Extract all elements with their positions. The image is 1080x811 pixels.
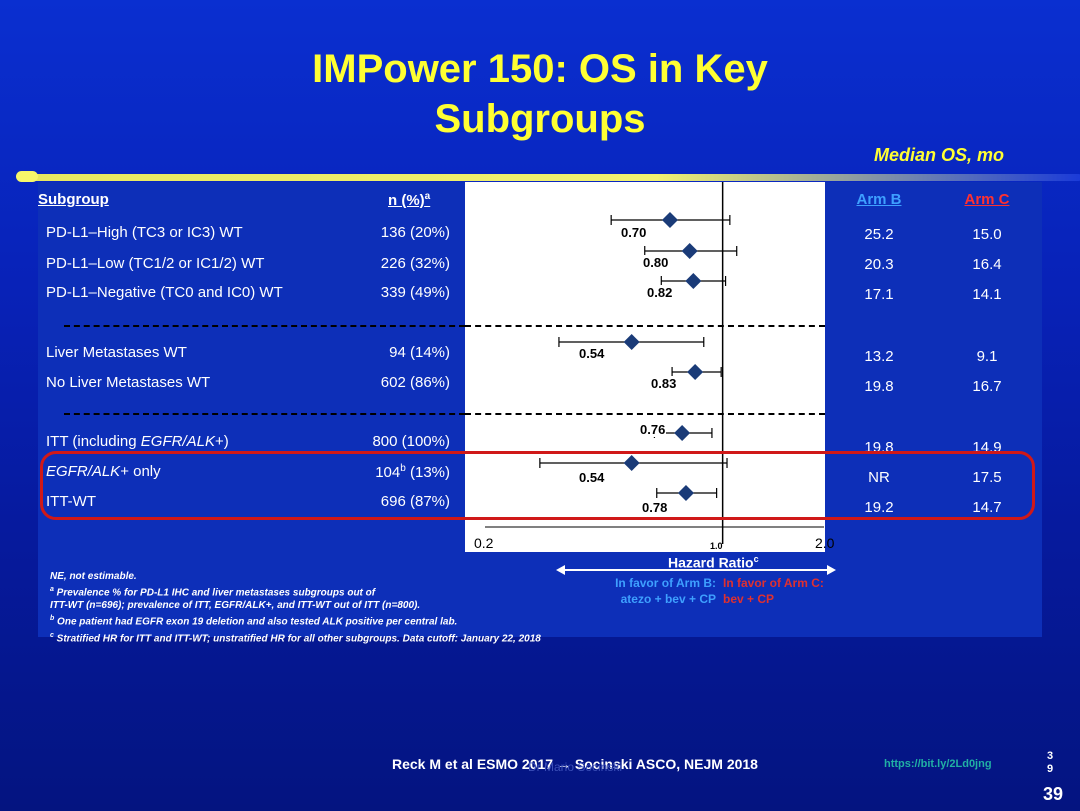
page-number-small: 3 9	[1047, 750, 1054, 775]
title-line-2: Subgroups	[434, 97, 646, 141]
hr-label-egfr-alk: 0.54	[578, 470, 606, 485]
separator-left-2	[64, 413, 465, 415]
row-n-pdl1-low: 226 (32%)	[380, 255, 450, 272]
arm-c-pdl1-low: 16.4	[972, 256, 1002, 273]
hr-point-marker	[661, 212, 678, 228]
arm-c-no-liver-mets: 16.7	[972, 378, 1002, 395]
hr-label-pdl1-high: 0.70	[620, 225, 648, 240]
row-label-liver-mets: Liver Metastases WT	[46, 344, 187, 361]
title-line-1: IMPower 150: OS in Key	[312, 47, 768, 91]
arm-b-itt-wt: 19.2	[864, 499, 894, 516]
hr-point-marker	[677, 485, 694, 501]
axis-tick-1-0: 1.0	[710, 541, 723, 551]
title-divider	[18, 174, 1080, 181]
footnote-b: b One patient had EGFR exon 19 deletion …	[50, 615, 458, 628]
row-n-itt: 800 (100%)	[372, 433, 450, 450]
arm-b-no-liver-mets: 19.8	[864, 378, 894, 395]
hr-label-liver-mets: 0.54	[578, 346, 606, 361]
separator-plot-1	[465, 325, 825, 327]
row-label-itt: ITT (including EGFR/ALK+)	[46, 433, 229, 450]
hr-point-marker	[674, 425, 691, 441]
separator-left-1	[64, 325, 465, 327]
header-subgroup: Subgroup	[38, 191, 109, 208]
separator-plot-2	[465, 413, 825, 415]
row-label-pdl1-negative: PD-L1–Negative (TC0 and IC0) WT	[46, 284, 283, 301]
axis-tick-0-2: 0.2	[474, 535, 494, 551]
row-n-pdl1-negative: 339 (49%)	[380, 284, 450, 301]
arm-c-egfr-alk: 17.5	[972, 469, 1002, 486]
arm-c-itt-wt: 14.7	[972, 499, 1002, 516]
divider-bullet	[16, 171, 38, 182]
row-n-pdl1-high: 136 (20%)	[380, 224, 450, 241]
hr-label-no-liver-mets: 0.83	[650, 376, 678, 391]
hr-point-marker	[623, 334, 640, 350]
arm-c-liver-mets: 9.1	[976, 348, 998, 365]
row-n-itt-wt: 696 (87%)	[380, 493, 450, 510]
row-n-egfr-alk: 104b (13%)	[375, 463, 450, 481]
row-label-no-liver-mets: No Liver Metastases WT	[46, 374, 211, 391]
watermark: Dr Mario Socinski	[528, 760, 623, 774]
favor-arm-c-label: In favor of Arm C: bev + CP	[723, 576, 824, 606]
header-arm-c: Arm C	[964, 191, 1010, 208]
highlight-box	[40, 451, 1035, 520]
footnote-c: c Stratified HR for ITT and ITT-WT; unst…	[50, 631, 541, 644]
forest-plot	[485, 182, 824, 544]
arm-b-pdl1-negative: 17.1	[864, 286, 894, 303]
axis-tick-2-0: 2.0	[815, 535, 835, 551]
hr-label-pdl1-low: 0.80	[642, 255, 670, 270]
hr-label-itt-wt: 0.78	[641, 500, 669, 515]
arm-c-pdl1-negative: 14.1	[972, 286, 1002, 303]
favor-double-arrow	[556, 565, 836, 575]
hr-point-marker	[623, 455, 640, 471]
row-label-itt-wt: ITT-WT	[46, 493, 96, 510]
row-label-egfr-alk: EGFR/ALK+ only	[46, 463, 161, 480]
row-n-liver-mets: 94 (14%)	[389, 344, 450, 361]
hr-label-pdl1-negative: 0.82	[646, 285, 674, 300]
median-os-label: Median OS, mo	[873, 145, 1004, 165]
forest-plot-panel	[465, 182, 825, 552]
header-arm-b: Arm B	[856, 191, 902, 208]
row-label-pdl1-high: PD-L1–High (TC3 or IC3) WT	[46, 224, 243, 241]
footnote-ne: NE, not estimable.	[50, 571, 137, 582]
footnote-a: a Prevalence % for PD-L1 IHC and liver m…	[50, 586, 376, 599]
hr-point-marker	[681, 243, 698, 259]
footnote-a-cont: ITT-WT (n=696); prevalence of ITT, EGFR/…	[50, 600, 421, 612]
arm-b-pdl1-low: 20.3	[864, 256, 894, 273]
header-n: n (%)a	[388, 191, 431, 209]
source-link[interactable]: https://bit.ly/2Ld0jng	[884, 758, 992, 770]
arm-c-pdl1-high: 15.0	[972, 226, 1002, 243]
arm-b-liver-mets: 13.2	[864, 348, 894, 365]
hazard-ratio-axis-label: Hazard Ratioc	[668, 554, 759, 571]
hr-point-marker	[685, 273, 702, 289]
arm-b-pdl1-high: 25.2	[864, 226, 894, 243]
page-number: 39	[1043, 784, 1064, 804]
arm-b-egfr-alk: NR	[868, 469, 890, 486]
row-n-no-liver-mets: 602 (86%)	[380, 374, 450, 391]
favor-arm-b-label: In favor of Arm B: atezo + bev + CP	[615, 576, 716, 606]
slide-title: IMPower 150: OS in Key Subgroups	[0, 44, 1080, 144]
hr-point-marker	[687, 364, 704, 380]
citation: Reck M et al ESMO 2017 → Socinski ASCO, …	[392, 756, 758, 772]
row-label-pdl1-low: PD-L1–Low (TC1/2 or IC1/2) WT	[46, 255, 265, 272]
footnotes: NE, not estimable. a Prevalence % for PD…	[50, 570, 610, 645]
hr-label-itt: 0.76	[639, 422, 667, 437]
